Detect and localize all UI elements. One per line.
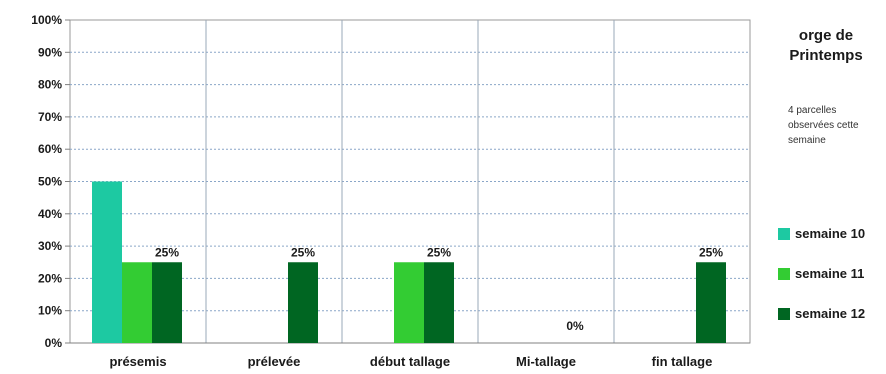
y-tick-label: 60% [38, 142, 62, 156]
data-label: 25% [291, 245, 315, 259]
legend-item: semaine 10 [778, 226, 886, 244]
bar [696, 262, 726, 343]
y-tick-label: 30% [38, 239, 62, 253]
y-tick-label: 80% [38, 78, 62, 92]
legend-swatch [778, 308, 790, 320]
y-tick-label: 0% [45, 336, 63, 350]
x-category-label: prélevée [248, 354, 301, 369]
chart-title: orge de Printemps [789, 27, 863, 64]
x-category-label: fin tallage [652, 354, 713, 369]
bar-chart: 0% 10% 20% 30% 40% 50% 60% 70% 80% 90% 100% présemi… [31, 13, 751, 369]
data-label: 25% [155, 245, 179, 259]
y-tick-label: 90% [38, 45, 62, 59]
legend-label: semaine 11 [795, 266, 865, 281]
data-label: 0% [566, 319, 584, 333]
legend-swatch [778, 228, 790, 240]
y-tick-label: 10% [38, 304, 62, 318]
chart-subtitle: 4 parcelles observées cette semaine [788, 105, 859, 146]
bar [394, 262, 424, 343]
bar [288, 262, 318, 343]
bar [122, 262, 152, 343]
legend-item: semaine 12 [778, 306, 886, 324]
legend-item: semaine 11 [778, 266, 886, 284]
data-label: 25% [699, 245, 723, 259]
y-tick-label: 50% [38, 175, 62, 189]
y-tick-label: 40% [38, 207, 62, 221]
x-category-label: présemis [109, 354, 166, 369]
x-category-label: Mi-tallage [516, 354, 576, 369]
x-category-label: début tallage [370, 354, 450, 369]
data-label: 25% [427, 245, 451, 259]
legend-label: semaine 10 [795, 226, 866, 241]
bar [92, 181, 122, 343]
legend-swatch [778, 268, 790, 280]
bar [152, 262, 182, 343]
y-tick-label: 70% [38, 110, 62, 124]
bar [424, 262, 454, 343]
y-tick-label: 20% [38, 271, 62, 285]
y-tick-label: 100% [31, 13, 62, 27]
legend-label: semaine 12 [795, 306, 866, 321]
